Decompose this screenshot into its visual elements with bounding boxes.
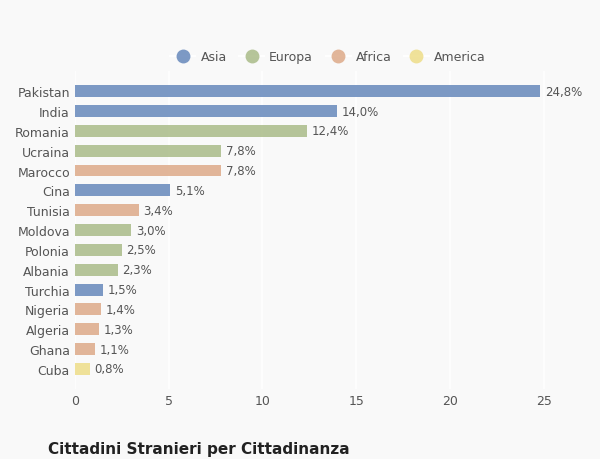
Text: 7,8%: 7,8%: [226, 145, 256, 158]
Bar: [75, 363, 90, 375]
Text: 2,5%: 2,5%: [127, 244, 156, 257]
Text: 12,4%: 12,4%: [312, 125, 349, 138]
Text: 3,4%: 3,4%: [143, 204, 173, 217]
Bar: [75, 165, 221, 177]
Bar: [75, 224, 131, 236]
Text: 0,8%: 0,8%: [94, 363, 124, 375]
Text: Cittadini Stranieri per Cittadinanza: Cittadini Stranieri per Cittadinanza: [48, 441, 350, 456]
Bar: [75, 86, 540, 98]
Bar: [75, 126, 307, 138]
Text: 1,5%: 1,5%: [107, 284, 137, 297]
Bar: [75, 244, 122, 256]
Bar: [75, 304, 101, 316]
Text: 1,3%: 1,3%: [104, 323, 134, 336]
Bar: [75, 205, 139, 217]
Bar: [75, 324, 99, 336]
Legend: Asia, Europa, Africa, America: Asia, Europa, Africa, America: [166, 46, 491, 69]
Text: 1,4%: 1,4%: [106, 303, 136, 316]
Bar: [75, 343, 95, 355]
Text: 14,0%: 14,0%: [342, 105, 379, 118]
Bar: [75, 185, 170, 197]
Text: 24,8%: 24,8%: [545, 85, 582, 99]
Text: 3,0%: 3,0%: [136, 224, 166, 237]
Bar: [75, 284, 103, 296]
Text: 7,8%: 7,8%: [226, 165, 256, 178]
Bar: [75, 106, 337, 118]
Bar: [75, 264, 118, 276]
Text: 2,3%: 2,3%: [122, 263, 152, 277]
Bar: [75, 146, 221, 157]
Text: 1,1%: 1,1%: [100, 343, 130, 356]
Text: 5,1%: 5,1%: [175, 185, 205, 197]
